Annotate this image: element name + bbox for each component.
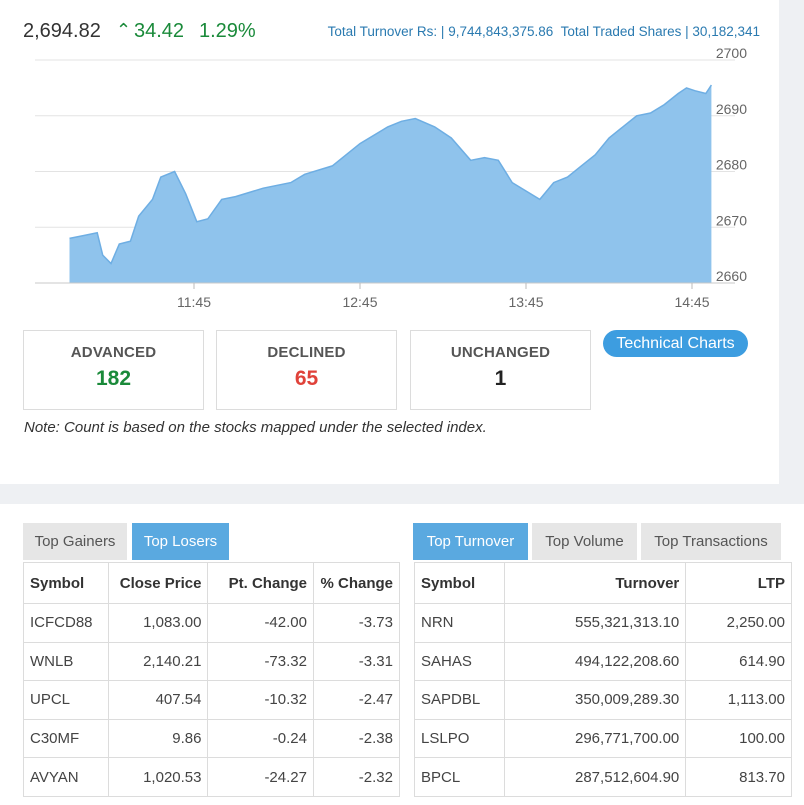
symbol-cell[interactable]: C30MF [23, 718, 109, 759]
symbol-cell[interactable]: BPCL [414, 757, 505, 797]
ltp-cell: 614.90 [685, 641, 792, 682]
turnover-info: Total Turnover Rs: | 9,744,843,375.86 To… [328, 24, 760, 39]
technical-charts-button[interactable]: Technical Charts [603, 330, 748, 357]
total-traded-shares-label: Total Traded Shares | [560, 24, 689, 39]
table-row[interactable]: BPCL 287,512,604.90 813.70 [414, 757, 792, 797]
column-header-close-price: Close Price [107, 562, 209, 604]
ltp-cell: 2,250.00 [685, 603, 792, 643]
turnover-cell: 494,122,208.60 [503, 641, 687, 682]
area-fill [69, 85, 712, 283]
unchanged-stat: UNCHANGED 1 [410, 330, 591, 410]
close-price-cell: 1,083.00 [107, 603, 209, 643]
symbol-cell[interactable]: ICFCD88 [23, 603, 109, 643]
table-header-row: Symbol Close Price Pt. Change % Change [23, 562, 401, 604]
column-header-symbol: Symbol [23, 562, 109, 604]
percent-change-cell: -2.32 [312, 757, 401, 797]
table-row[interactable]: LSLPO 296,771,700.00 100.00 [414, 718, 792, 759]
unchanged-count: 1 [494, 367, 507, 390]
index-value: 2,694.82 [23, 20, 101, 42]
y-tick-label: 2680 [716, 157, 747, 173]
x-tick-label: 14:45 [674, 294, 709, 310]
turnover-cell: 296,771,700.00 [503, 718, 687, 759]
tab-top-volume[interactable]: Top Volume [532, 523, 637, 560]
table-header-row: Symbol Turnover LTP [414, 562, 792, 604]
symbol-cell[interactable]: LSLPO [414, 718, 505, 759]
percent-change-cell: -3.73 [312, 603, 401, 643]
ltp-cell: 1,113.00 [685, 680, 792, 720]
declined-count: 65 [294, 367, 319, 390]
y-tick-label: 2660 [716, 268, 747, 284]
advanced-label: ADVANCED [70, 344, 157, 361]
y-tick-label: 2700 [716, 48, 747, 61]
x-tick-label: 12:45 [342, 294, 377, 310]
close-price-cell: 2,140.21 [107, 641, 209, 682]
tab-top-gainers[interactable]: Top Gainers [23, 523, 127, 560]
tab-top-losers[interactable]: Top Losers [132, 523, 229, 560]
table-row[interactable]: C30MF 9.86 -0.24 -2.38 [23, 718, 401, 759]
ltp-cell: 100.00 [685, 718, 792, 759]
total-traded-shares-value: 30,182,341 [692, 24, 760, 39]
series-line [69, 84, 713, 265]
symbol-cell[interactable]: WNLB [23, 641, 109, 682]
x-tick-label: 13:45 [508, 294, 543, 310]
column-header-ltp: LTP [685, 562, 792, 604]
percent-change-cell: -2.47 [312, 680, 401, 720]
column-header-symbol: Symbol [414, 562, 505, 604]
table-row[interactable]: SAHAS 494,122,208.60 614.90 [414, 641, 792, 682]
turnover-cell: 287,512,604.90 [503, 757, 687, 797]
index-percent-change: 1.29% [199, 20, 256, 42]
up-arrow-icon: ⌃ [116, 20, 132, 40]
x-tick-label: 11:45 [177, 294, 211, 310]
pt-change-cell: -10.32 [207, 680, 314, 720]
pt-change-cell: -0.24 [207, 718, 314, 759]
table-row[interactable]: NRN 555,321,313.10 2,250.00 [414, 603, 792, 643]
close-price-cell: 1,020.53 [107, 757, 209, 797]
table-row[interactable]: AVYAN 1,020.53 -24.27 -2.32 [23, 757, 401, 797]
column-header-pt-change: Pt. Change [207, 562, 314, 604]
index-point-change: 34.42 [134, 20, 185, 42]
pt-change-cell: -73.32 [207, 641, 314, 682]
pt-change-cell: -42.00 [207, 603, 314, 643]
total-turnover-label: Total Turnover Rs: | [327, 24, 445, 39]
turnover-cell: 350,009,289.30 [503, 680, 687, 720]
advanced-stat: ADVANCED 182 [23, 330, 204, 410]
table-row[interactable]: SAPDBL 350,009,289.30 1,113.00 [414, 680, 792, 720]
pt-change-cell: -24.27 [207, 757, 314, 797]
declined-label: DECLINED [267, 344, 346, 361]
tab-top-turnover[interactable]: Top Turnover [413, 523, 528, 560]
total-turnover-value: 9,744,843,375.86 [448, 24, 554, 39]
top-turnover-table: Symbol Turnover LTP NRN 555,321,313.10 2… [414, 562, 792, 797]
symbol-cell[interactable]: AVYAN [23, 757, 109, 797]
table-row[interactable]: WNLB 2,140.21 -73.32 -3.31 [23, 641, 401, 682]
close-price-cell: 407.54 [107, 680, 209, 720]
symbol-cell[interactable]: NRN [414, 603, 505, 643]
symbol-cell[interactable]: UPCL [23, 680, 109, 720]
unchanged-label: UNCHANGED [450, 344, 551, 361]
percent-change-cell: -3.31 [312, 641, 401, 682]
percent-change-cell: -2.38 [312, 718, 401, 759]
y-tick-label: 2690 [716, 101, 747, 117]
tab-top-transactions[interactable]: Top Transactions [641, 523, 781, 560]
symbol-cell[interactable]: SAPDBL [414, 680, 505, 720]
column-header-percent-change: % Change [312, 562, 401, 604]
column-header-turnover: Turnover [503, 562, 687, 604]
index-intraday-chart[interactable]: 2700 2690 2680 2670 2660 11:45 12:45 13:45 14:45 [0, 48, 779, 316]
table-row[interactable]: ICFCD88 1,083.00 -42.00 -3.73 [23, 603, 401, 643]
symbol-cell[interactable]: SAHAS [414, 641, 505, 682]
advanced-count: 182 [95, 367, 132, 390]
ltp-cell: 813.70 [685, 757, 792, 797]
turnover-cell: 555,321,313.10 [503, 603, 687, 643]
top-losers-table: Symbol Close Price Pt. Change % Change I… [23, 562, 401, 797]
declined-stat: DECLINED 65 [216, 330, 397, 410]
y-tick-label: 2670 [716, 212, 747, 228]
close-price-cell: 9.86 [107, 718, 209, 759]
table-row[interactable]: UPCL 407.54 -10.32 -2.47 [23, 680, 401, 720]
count-note: Note: Count is based on the stocks mappe… [24, 419, 487, 436]
